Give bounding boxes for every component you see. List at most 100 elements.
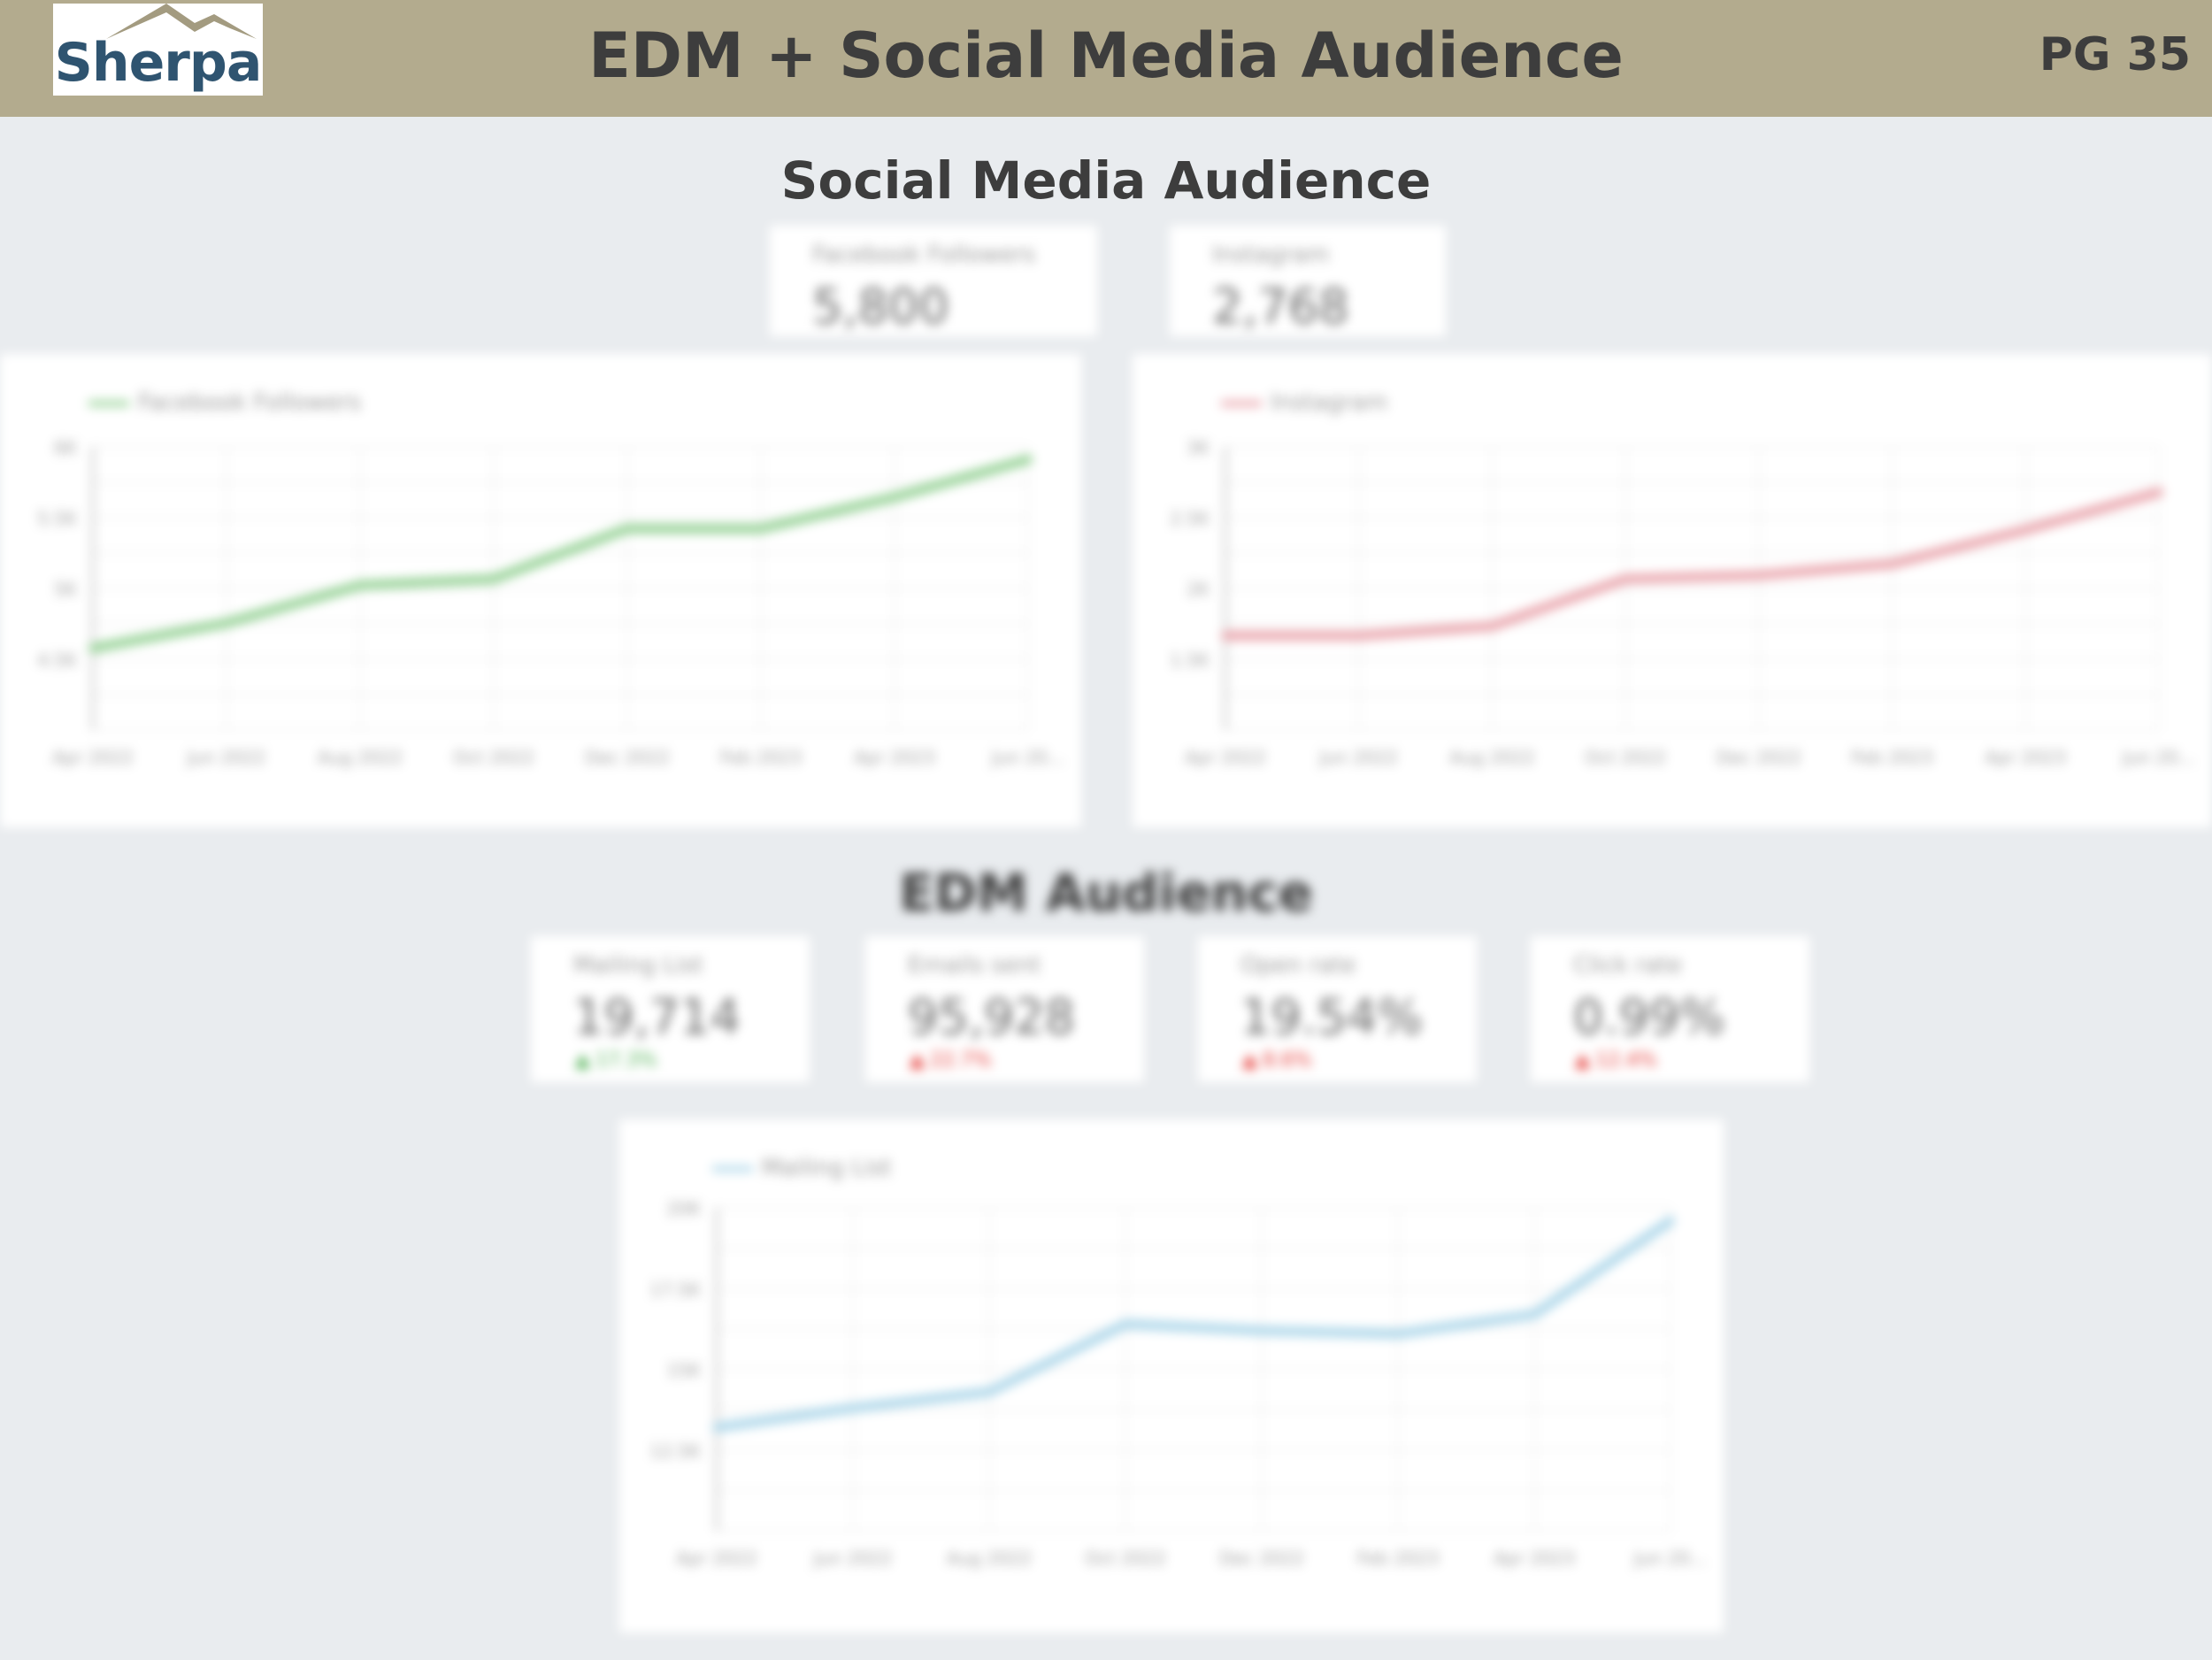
y-tick-label: 5K (54, 579, 78, 600)
header-bar: Sherpa EDM + Social Media Audience PG 35 (0, 0, 2212, 117)
series-line (1221, 488, 2163, 641)
kpi-change: ▲ 8.6% (1242, 1049, 1312, 1072)
kpi-card-facebook: Facebook Followers 5,800 (770, 226, 1097, 336)
kpi-card-click-rate: Click rate 0.99% ▲ 12.4% (1531, 936, 1809, 1082)
data-point (1623, 576, 1629, 582)
x-tick-label: Aug 2022 (1449, 747, 1534, 768)
y-tick-label: 1.5K (1170, 649, 1210, 671)
kpi-change-value: 22.7% (929, 1049, 992, 1072)
x-tick-label: Jun 20... (1632, 1548, 1707, 1569)
chart-legend: Facebook Followers (88, 389, 361, 416)
chart-legend: Instagram (1221, 389, 1387, 416)
data-point (1755, 573, 1762, 579)
arrow-up-icon: ▲ (910, 1049, 925, 1072)
kpi-value: 95,928 (908, 989, 1075, 1045)
kpi-change-value: 12.4% (1594, 1049, 1657, 1072)
y-tick-label: 4.5K (37, 649, 78, 671)
data-point (625, 526, 630, 532)
x-tick-label: Aug 2022 (318, 747, 403, 768)
x-tick-label: Jun 2022 (1317, 747, 1398, 768)
mountain-icon (106, 4, 257, 39)
data-point (1259, 1327, 1264, 1333)
data-point (90, 645, 96, 651)
y-tick-label: 6K (54, 437, 78, 458)
kpi-label: Mailing List (573, 952, 703, 979)
x-tick-label: Oct 2022 (453, 747, 534, 768)
legend-label: Mailing List (762, 1155, 892, 1181)
kpi-change: ▲ 12.4% (1575, 1049, 1657, 1072)
data-point (850, 1405, 856, 1411)
page-title: EDM + Social Media Audience (588, 19, 1624, 92)
kpi-card-open-rate: Open rate 19.54% ▲ 8.6% (1198, 936, 1477, 1082)
x-tick-label: Oct 2022 (1085, 1548, 1166, 1569)
x-tick-label: Dec 2022 (1219, 1548, 1304, 1569)
page-number: PG 35 (2039, 28, 2191, 81)
data-point (1123, 1321, 1128, 1327)
x-tick-label: Oct 2022 (1585, 747, 1666, 768)
line-chart-svg: 3K 2.5K 2K 1.5K Apr 2022 Jun 2022 Aug 2022 Oct … (1170, 437, 2195, 768)
data-point (224, 620, 229, 626)
arrow-up-icon: ▲ (575, 1049, 590, 1072)
x-tick-label: Jun 2022 (812, 1548, 893, 1569)
data-point (1889, 561, 1895, 567)
kpi-label: Click rate (1573, 952, 1683, 979)
data-point (2156, 489, 2162, 496)
kpi-label: Instagram (1212, 242, 1330, 268)
legend-swatch (88, 400, 129, 406)
y-tick-label: 2K (1187, 579, 1210, 600)
legend-swatch (1221, 400, 1262, 406)
y-tick-label: 20K (666, 1198, 701, 1219)
kpi-label: Facebook Followers (812, 242, 1036, 268)
social-section-title: Social Media Audience (780, 150, 1432, 211)
data-point (2023, 526, 2029, 533)
kpi-change-value: 8.6% (1262, 1049, 1312, 1072)
kpi-value: 19.54% (1240, 989, 1423, 1045)
series-line (712, 1216, 1675, 1433)
kpi-change: ▲ 17.3% (575, 1049, 657, 1072)
kpi-change-value: 17.3% (595, 1049, 657, 1072)
kpi-card-mailing-list: Mailing List 19,714 ▲ 17.3% (531, 936, 810, 1082)
x-tick-label: Apr 2022 (1185, 747, 1266, 768)
x-tick-label: Apr 2023 (854, 747, 935, 768)
x-tick-label: Dec 2022 (585, 747, 670, 768)
x-tick-label: Apr 2022 (52, 747, 134, 768)
x-tick-label: Jun 20... (990, 747, 1064, 768)
x-tick-label: Dec 2022 (1717, 747, 1801, 768)
facebook-followers-chart: 6K 5.5K 5K 4.5K Apr 2022 Jun 2022 Aug 2022 Oct … (0, 354, 1081, 827)
logo-text: Sherpa (54, 32, 263, 94)
x-tick-label: Feb 2023 (720, 747, 803, 768)
x-tick-label: Aug 2022 (947, 1548, 1032, 1569)
legend-label: Facebook Followers (138, 389, 362, 416)
kpi-value: 2,768 (1212, 279, 1349, 334)
x-tick-label: Apr 2023 (1494, 1548, 1575, 1569)
data-point (1025, 457, 1031, 463)
kpi-card-emails-sent: Emails sent 95,928 ▲ 22.7% (865, 936, 1144, 1082)
data-point (1668, 1218, 1673, 1224)
sherpa-logo: Sherpa (53, 4, 263, 96)
line-chart-svg: 6K 5.5K 5K 4.5K Apr 2022 Jun 2022 Aug 2022 Oct … (37, 437, 1064, 768)
y-tick-label: 15K (666, 1360, 701, 1381)
x-tick-label: Feb 2023 (1851, 747, 1933, 768)
data-point (987, 1389, 992, 1395)
instagram-chart: 3K 2.5K 2K 1.5K Apr 2022 Jun 2022 Aug 2022 Oct … (1133, 354, 2212, 827)
arrow-up-icon: ▲ (1242, 1049, 1257, 1072)
chart-legend: Mailing List (712, 1155, 892, 1181)
kpi-card-instagram: Instagram 2,768 (1170, 226, 1446, 336)
y-tick-label: 17.5K (649, 1279, 702, 1300)
kpi-change: ▲ 22.7% (910, 1049, 992, 1072)
kpi-value: 19,714 (573, 989, 741, 1045)
x-tick-label: Apr 2023 (1985, 747, 2066, 768)
line-chart-svg: 20K 17.5K 15K 12.5K Apr 2022 Jun 2022 Aug 2022… (649, 1198, 1707, 1569)
kpi-label: Emails sent (908, 952, 1041, 979)
data-point (758, 526, 764, 532)
kpi-value: 5,800 (812, 279, 949, 334)
data-point (1532, 1311, 1537, 1318)
data-point (1223, 633, 1228, 639)
legend-swatch (712, 1165, 753, 1172)
kpi-label: Open rate (1240, 952, 1356, 979)
kpi-value: 0.99% (1573, 989, 1725, 1045)
y-tick-label: 2.5K (1170, 508, 1210, 529)
data-point (357, 582, 363, 588)
edm-section-title: EDM Audience (899, 863, 1313, 923)
y-tick-label: 5.5K (37, 508, 78, 529)
